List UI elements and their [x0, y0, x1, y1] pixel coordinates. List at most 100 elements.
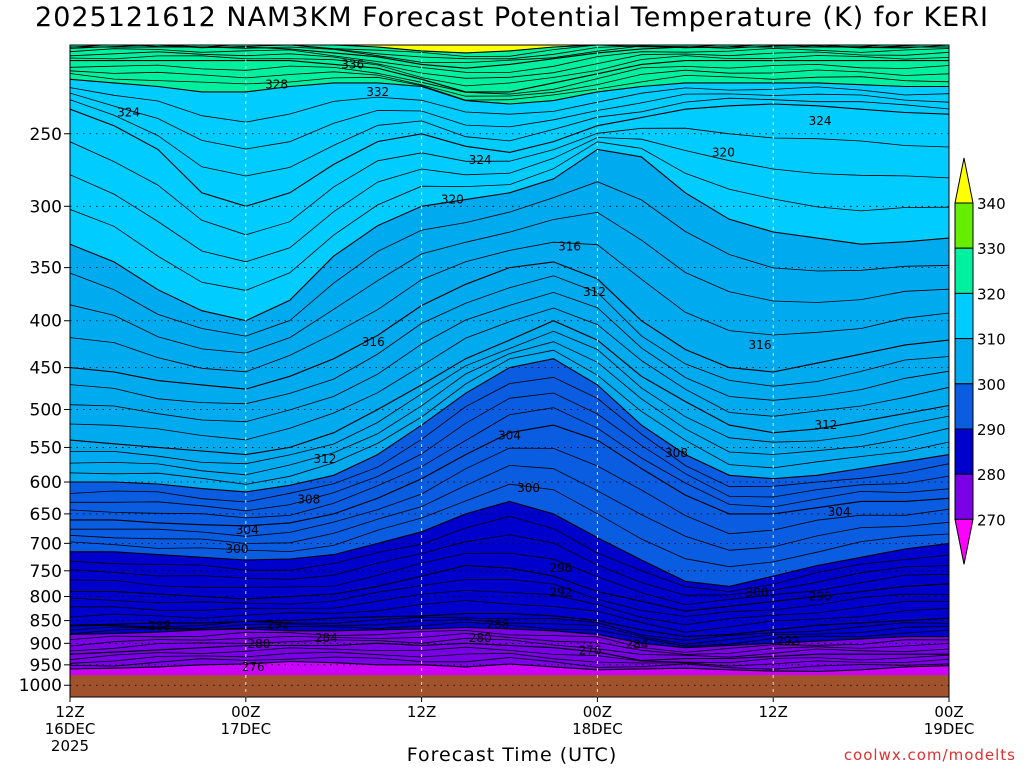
- ytick-label-950: 950: [30, 656, 62, 676]
- ytick-label-850: 850: [30, 612, 62, 632]
- contour-label-296: 296: [549, 561, 572, 575]
- chart-title: 2025121612 NAM3KM Forecast Potential Tem…: [35, 2, 989, 33]
- xtick-label: 12Z: [407, 703, 436, 721]
- contour-label-324: 324: [469, 153, 492, 167]
- contour-312: [70, 320, 949, 456]
- xtick-label: 00Z: [934, 703, 963, 721]
- contour-minor: [70, 534, 949, 596]
- contour-minor: [70, 73, 949, 101]
- xtick-label: 17DEC: [221, 720, 272, 738]
- colorbar-segment: [954, 383, 974, 430]
- xtick-label: 12Z: [759, 703, 788, 721]
- contour-minor: [70, 651, 949, 667]
- theta-bands: [70, 45, 949, 697]
- contour-minor: [70, 483, 949, 568]
- contour-292: [70, 612, 949, 638]
- contour-label-304: 304: [828, 505, 851, 519]
- contour-minor: [70, 137, 949, 263]
- contour-label-324: 324: [809, 114, 832, 128]
- contour-minor: [70, 211, 949, 354]
- contour-label-304: 304: [498, 429, 521, 443]
- xtick-label: 16DEC: [45, 720, 96, 738]
- colorbar-segment: [954, 428, 974, 475]
- contour-label-312: 312: [583, 285, 606, 299]
- contour-label-288: 288: [148, 619, 171, 633]
- contour-minor: [70, 589, 949, 626]
- contour-label-336: 336: [341, 57, 364, 71]
- contour-284: [70, 642, 949, 662]
- contour-328: [70, 78, 949, 105]
- colorbar-segment: [954, 292, 974, 340]
- contour-label-308: 308: [665, 446, 688, 460]
- contour-minor: [70, 181, 949, 337]
- xtick-label: 19DEC: [924, 720, 975, 738]
- colorbar-segment: [954, 202, 974, 249]
- contour-minor: [70, 464, 949, 551]
- contour-minor: [70, 45, 949, 57]
- contour-label-312: 312: [814, 418, 837, 432]
- contour-label-292: 292: [549, 585, 572, 599]
- contour-minor: [70, 600, 949, 633]
- credit-link[interactable]: coolwx.com/modelts: [843, 746, 1016, 764]
- contour-minor: [70, 330, 949, 465]
- ytick-label-400: 400: [30, 312, 62, 332]
- contour-minor: [70, 621, 949, 647]
- xtick-label: 00Z: [231, 703, 260, 721]
- contour-minor: [70, 141, 949, 291]
- contour-minor: [70, 552, 949, 606]
- contour-minor: [70, 86, 949, 123]
- contour-label-276: 276: [579, 643, 602, 657]
- contour-label-292: 292: [776, 634, 799, 648]
- ytick-label-800: 800: [30, 587, 62, 607]
- ground-layer: [70, 675, 949, 697]
- contour-minor: [70, 127, 949, 236]
- contour-300: [70, 500, 949, 587]
- contour-minor: [70, 47, 949, 73]
- contour-minor: [70, 407, 949, 519]
- contour-minor: [70, 629, 949, 653]
- contour-label-300: 300: [226, 542, 249, 556]
- ytick-label-1000: 1000: [19, 676, 62, 696]
- contour-label-320: 320: [712, 145, 735, 159]
- xtick-label: 00Z: [583, 703, 612, 721]
- contour-minor: [70, 619, 949, 645]
- ytick-label-500: 500: [30, 401, 62, 421]
- contour-minor: [70, 349, 949, 485]
- contour-label-288: 288: [486, 617, 509, 631]
- contour-minor: [70, 579, 949, 617]
- contour-minor: [70, 515, 949, 592]
- plot-frame: [69, 44, 950, 698]
- contour-label-300: 300: [746, 585, 769, 599]
- contour-minor: [70, 97, 949, 177]
- contour-label-280: 280: [469, 631, 492, 645]
- ground-fill: [70, 675, 949, 697]
- colorbar-segment: [954, 473, 974, 520]
- contour-320: [70, 148, 949, 322]
- colorbar-top-arrow: [954, 157, 974, 204]
- colorbar-tick-290: 290: [977, 421, 1006, 439]
- contour-minor: [70, 241, 949, 373]
- colorbar-tick-320: 320: [977, 285, 1006, 303]
- contour-label-292: 292: [267, 617, 290, 631]
- contour-minor: [70, 63, 949, 95]
- contour-308: [70, 358, 949, 493]
- contour-lines: [70, 45, 949, 673]
- contour-280: [70, 660, 949, 673]
- contour-minor: [70, 92, 949, 150]
- ytick-label-450: 450: [30, 359, 62, 379]
- contour-label-332: 332: [366, 85, 389, 99]
- xtick-label: 18DEC: [572, 720, 623, 738]
- contour-label-316: 316: [558, 240, 581, 254]
- ytick-label-600: 600: [30, 473, 62, 493]
- ytick-label-650: 650: [30, 505, 62, 525]
- contour-minor: [70, 616, 949, 641]
- band-theta-340: [70, 45, 949, 53]
- xtick-label: 2025: [51, 737, 89, 755]
- contour-minor: [70, 51, 949, 79]
- contour-minor: [70, 341, 949, 476]
- contour-label-276: 276: [242, 660, 265, 674]
- ytick-label-750: 750: [30, 562, 62, 582]
